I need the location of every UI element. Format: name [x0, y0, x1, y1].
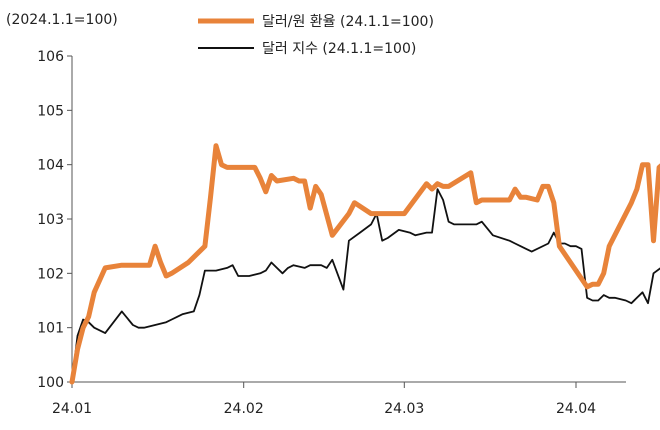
legend-label-krw: 달러/원 환율 (24.1.1=100) [262, 14, 434, 30]
y-tick-label: 103 [37, 212, 64, 228]
x-tick-label: 24.02 [224, 401, 264, 417]
series-line-dollar-index [71, 188, 660, 383]
y-axis: 100 101 102 103 104 105 106 [37, 49, 73, 391]
x-tick-label: 24.03 [384, 401, 424, 417]
y-tick-label: 104 [37, 158, 64, 174]
y-tick-label: 105 [37, 103, 64, 119]
y-tick-label: 100 [37, 375, 64, 391]
legend-label-dxy: 달러 지수 (24.1.1=100) [262, 41, 416, 57]
y-unit-label: (2024.1.1=100) [6, 12, 118, 28]
y-tick-label: 106 [37, 49, 64, 65]
x-tick-label: 24.01 [52, 401, 92, 417]
x-axis: 24.01 24.02 24.03 24.04 [52, 381, 626, 417]
legend: 달러/원 환율 (24.1.1=100) 달러 지수 (24.1.1=100) [198, 14, 434, 57]
x-tick-label: 24.04 [556, 401, 596, 417]
y-tick-label: 101 [37, 321, 64, 337]
plot-area [69, 143, 660, 385]
y-tick-label: 102 [37, 266, 64, 282]
series-line-krw-exchange-rate [69, 143, 660, 385]
